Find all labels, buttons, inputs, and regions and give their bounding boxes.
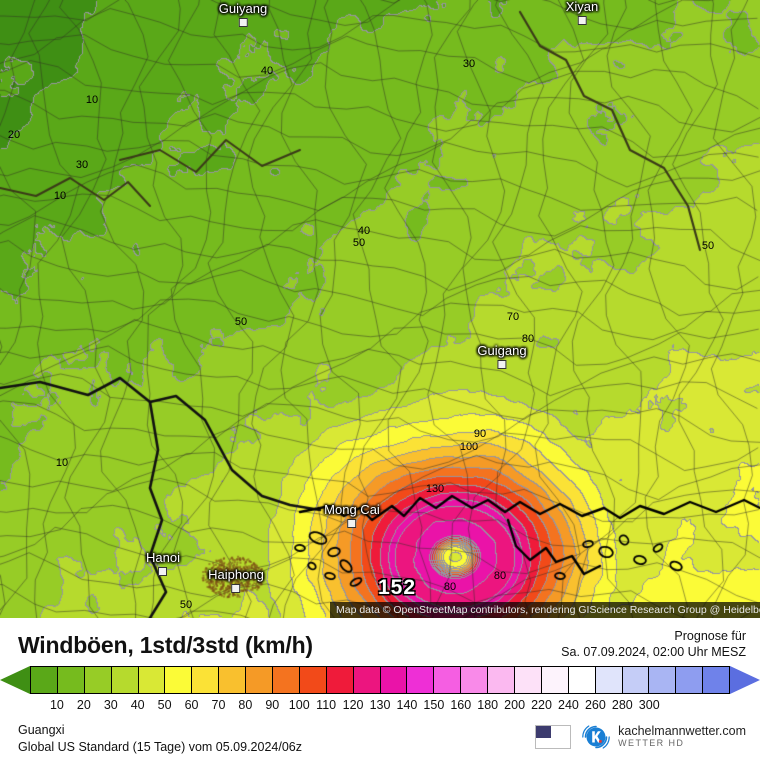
contour-label-100-14: 100: [460, 441, 478, 453]
colorbar-tick-80: 80: [238, 698, 252, 712]
colorbar-tick-220: 220: [531, 698, 552, 712]
colorbar-segment-3: [112, 667, 139, 693]
brand-text: kachelmannwetter.com WETTER HD: [618, 725, 746, 749]
colorbar-tick-260: 260: [585, 698, 606, 712]
contour-label-50-16: 50: [180, 599, 192, 611]
colorbar-segment-19: [542, 667, 569, 693]
contour-label-40-7: 40: [358, 225, 370, 237]
colorbar-segment-1: [58, 667, 85, 693]
colorbar-tick-50: 50: [158, 698, 172, 712]
colorbar-tick-150: 150: [423, 698, 444, 712]
colorbar-tick-20: 20: [77, 698, 91, 712]
colorbar-segment-21: [596, 667, 623, 693]
brand-block[interactable]: kachelmannwetter.com WETTER HD: [535, 722, 746, 752]
colorbar-segment-22: [623, 667, 650, 693]
colorbar-low-cap-icon: [0, 666, 30, 694]
kachelmannwetter-k-logo-icon: [581, 722, 611, 752]
colorbar-segment-5: [165, 667, 192, 693]
contour-label-10-3: 10: [54, 190, 66, 202]
colorbar-high-cap-icon: [730, 666, 760, 694]
colorbar-tick-90: 90: [265, 698, 279, 712]
colorbar-segment-17: [488, 667, 515, 693]
colorbar-segment-2: [85, 667, 112, 693]
brand-name: kachelmannwetter.com: [618, 725, 746, 738]
peak-gust-value: 152: [378, 576, 416, 600]
contour-label-80-18: 80: [494, 570, 506, 582]
colorbar-segment-13: [381, 667, 408, 693]
colorbar-segment-7: [219, 667, 246, 693]
colorbar-tick-200: 200: [504, 698, 525, 712]
contour-label-30-6: 30: [463, 58, 475, 70]
colorbar-segment-12: [354, 667, 381, 693]
page-title: Windböen, 1std/3std (km/h): [18, 632, 313, 659]
contour-label-80-17: 80: [444, 581, 456, 593]
contour-label-130-15: 130: [426, 483, 444, 495]
colorbar-segment-6: [192, 667, 219, 693]
colorbar-tick-40: 40: [131, 698, 145, 712]
us-flag-icon: [535, 725, 571, 749]
colorbar-segment-20: [569, 667, 596, 693]
colorbar-tick-100: 100: [289, 698, 310, 712]
contour-label-40-5: 40: [261, 65, 273, 77]
colorbar-tick-110: 110: [316, 698, 336, 712]
forecast-time-block: Prognose für Sa. 07.09.2024, 02:00 Uhr M…: [561, 628, 746, 660]
colorbar-segments[interactable]: [30, 666, 730, 694]
contour-label-30-2: 30: [76, 159, 88, 171]
contour-label-50-8: 50: [353, 237, 365, 249]
legend-panel: Windböen, 1std/3std (km/h) Prognose für …: [0, 618, 760, 760]
colorbar-tick-120: 120: [343, 698, 364, 712]
colorbar-segment-15: [434, 667, 461, 693]
colorbar-tick-160: 160: [450, 698, 471, 712]
colorbar-segment-18: [515, 667, 542, 693]
forecast-valid-time: Sa. 07.09.2024, 02:00 Uhr MESZ: [561, 644, 746, 660]
weather-map-page: Guiyang Xiyan Guigang Mong Cai Hanoi Haiphong…: [0, 0, 760, 760]
colorbar-tick-labels: 10 20 30 40 50 60 70 80 90 100 110 120 130 140 150 160 1…: [30, 698, 730, 718]
colorbar-tick-240: 240: [558, 698, 579, 712]
map-attribution: Map data © OpenStreetMap contributors, r…: [330, 602, 760, 618]
colorbar-tick-180: 180: [477, 698, 498, 712]
model-run: Global US Standard (15 Tage) vom 05.09.2…: [18, 739, 302, 756]
colorbar-segment-9: [273, 667, 300, 693]
colorbar-segment-11: [327, 667, 354, 693]
colorbar-segment-0: [31, 667, 58, 693]
colorbar-tick-60: 60: [185, 698, 199, 712]
colorbar-tick-10: 10: [50, 698, 64, 712]
contour-label-10-0: 10: [86, 94, 98, 106]
colorbar-tick-280: 280: [612, 698, 633, 712]
contour-label-20-1: 20: [8, 129, 20, 141]
colorbar-segment-14: [407, 667, 434, 693]
colorbar[interactable]: [0, 666, 760, 696]
colorbar-segment-23: [649, 667, 676, 693]
colorbar-segment-4: [139, 667, 166, 693]
forecast-for-label: Prognose für: [561, 628, 746, 644]
contour-label-80-12: 80: [522, 333, 534, 345]
colorbar-tick-70: 70: [212, 698, 226, 712]
contour-label-90-13: 90: [474, 428, 486, 440]
contour-label-10-4: 10: [56, 457, 68, 469]
footer-text: Guangxi Global US Standard (15 Tage) vom…: [18, 722, 302, 756]
kachelmannwetter-logo[interactable]: kachelmannwetter.com WETTER HD: [581, 722, 746, 752]
contour-label-50-10: 50: [702, 240, 714, 252]
colorbar-segment-8: [246, 667, 273, 693]
region-name: Guangxi: [18, 722, 302, 739]
colorbar-tick-140: 140: [396, 698, 417, 712]
colorbar-segment-25: [703, 667, 729, 693]
colorbar-tick-30: 30: [104, 698, 118, 712]
contour-label-50-9: 50: [235, 316, 247, 328]
colorbar-segment-16: [461, 667, 488, 693]
map-raster-layer: [0, 0, 760, 618]
contour-label-70-11: 70: [507, 311, 519, 323]
forecast-map[interactable]: Guiyang Xiyan Guigang Mong Cai Hanoi Haiphong…: [0, 0, 760, 618]
colorbar-tick-300: 300: [639, 698, 660, 712]
colorbar-segment-10: [300, 667, 327, 693]
brand-subtitle: WETTER HD: [618, 738, 746, 749]
colorbar-tick-130: 130: [370, 698, 391, 712]
colorbar-segment-24: [676, 667, 703, 693]
